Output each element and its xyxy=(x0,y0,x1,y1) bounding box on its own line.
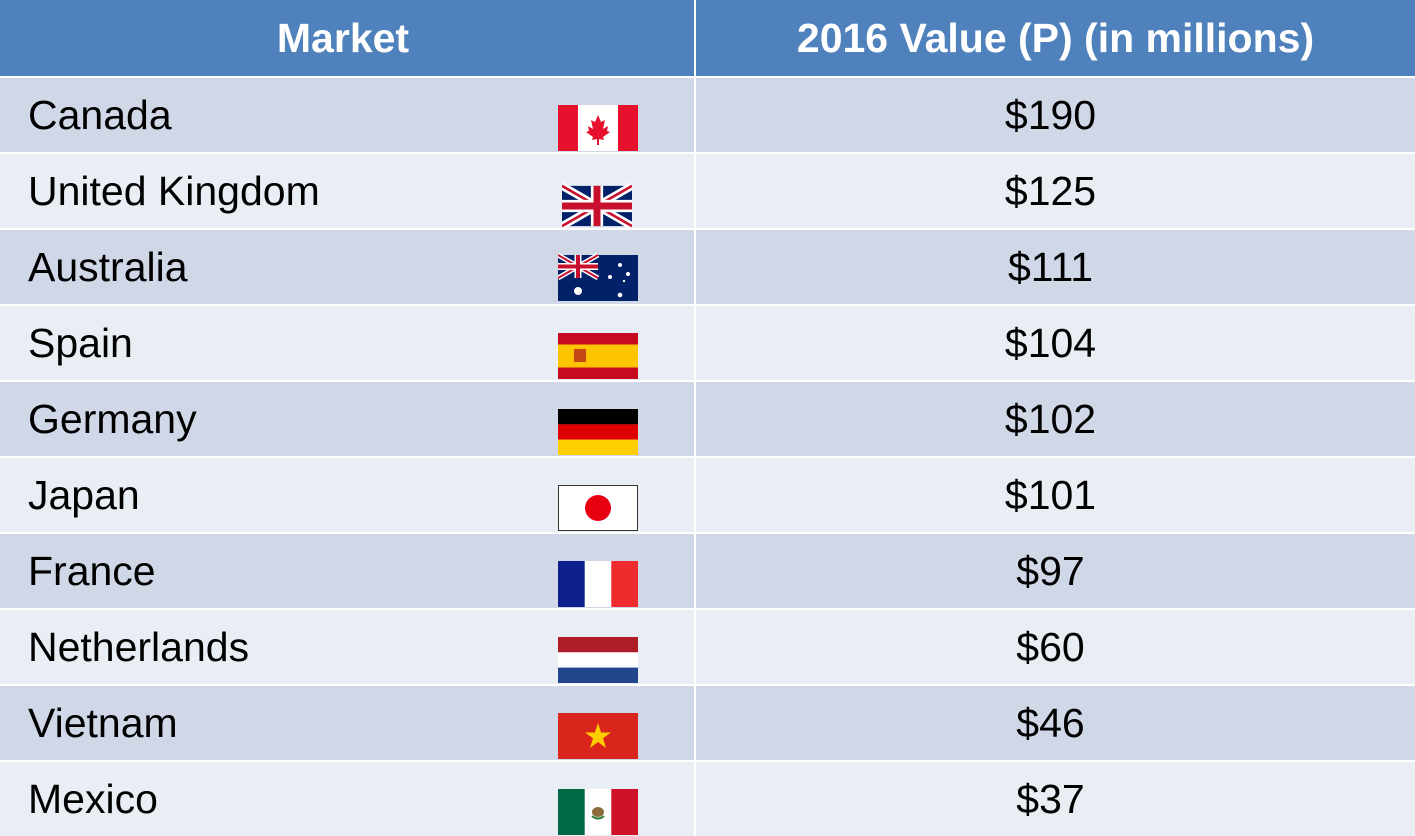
value-cell: $46 xyxy=(696,686,1415,760)
flag xyxy=(558,789,638,835)
value-cell: $102 xyxy=(696,382,1415,456)
value-cell: $190 xyxy=(696,78,1415,152)
flag xyxy=(558,253,638,301)
market-name: Germany xyxy=(28,395,197,442)
value-cell: $111 xyxy=(696,230,1415,304)
header-cell: 2016 Value (P) (in millions) xyxy=(696,0,1415,76)
market-cell: Canada xyxy=(0,78,694,152)
value-cell: $101 xyxy=(696,458,1415,532)
flag xyxy=(558,105,638,151)
market-cell: France xyxy=(0,534,694,608)
market-name: Canada xyxy=(28,91,172,138)
value-cell: $104 xyxy=(696,306,1415,380)
market-name: Japan xyxy=(28,471,140,518)
header-cell: Market xyxy=(0,0,694,76)
flag xyxy=(562,182,632,230)
market-name: Netherlands xyxy=(28,623,250,670)
market-name: Vietnam xyxy=(28,699,178,746)
market-cell: Mexico xyxy=(0,762,694,836)
flag xyxy=(558,333,638,379)
market-name: France xyxy=(28,547,156,594)
market-cell: Germany xyxy=(0,382,694,456)
flag xyxy=(558,637,638,683)
value-cell: $97 xyxy=(696,534,1415,608)
flag xyxy=(558,561,638,607)
market-cell: Vietnam xyxy=(0,686,694,760)
market-cell: Australia xyxy=(0,230,694,304)
flag xyxy=(558,409,638,455)
market-cell: Japan xyxy=(0,458,694,532)
value-cell: $60 xyxy=(696,610,1415,684)
market-cell: Spain xyxy=(0,306,694,380)
market-cell: United Kingdom xyxy=(0,154,694,230)
market-name: United Kingdom xyxy=(28,167,320,214)
market-name: Mexico xyxy=(28,775,158,822)
value-cell: $37 xyxy=(696,762,1415,836)
flag xyxy=(558,485,638,531)
market-name: Australia xyxy=(28,243,188,290)
value-cell: $125 xyxy=(696,154,1415,228)
market-cell: Netherlands xyxy=(0,610,694,684)
market-name: Spain xyxy=(28,319,133,366)
flag xyxy=(558,713,638,759)
